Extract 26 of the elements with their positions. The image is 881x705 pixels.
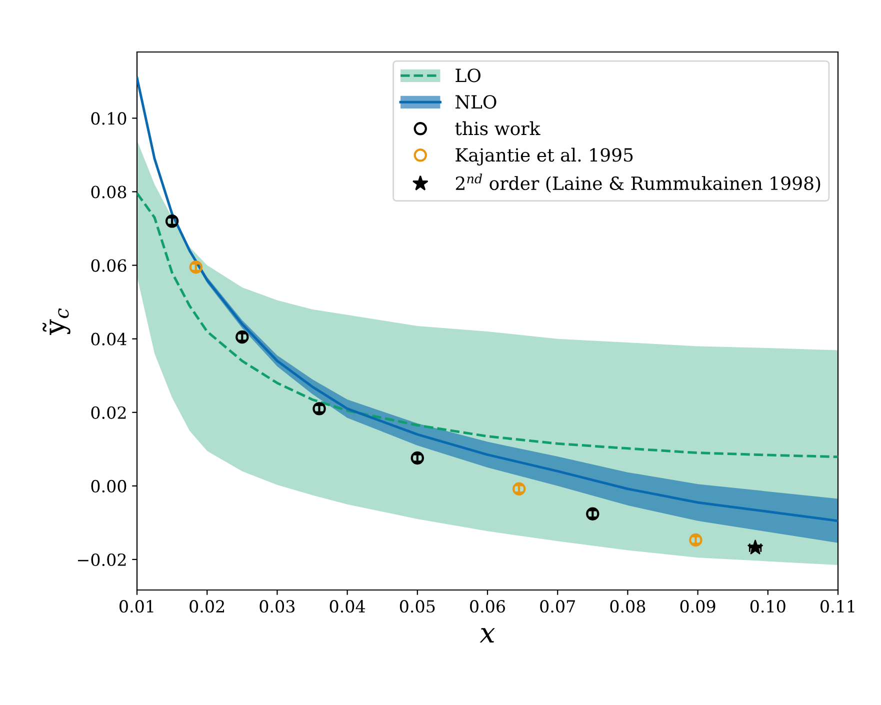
x-tick-label: 0.06	[470, 600, 506, 613]
y-tick-label: 0.00	[91, 480, 126, 492]
x-tick-label: 0.08	[610, 600, 646, 613]
legend-label: NLO	[456, 95, 496, 109]
line-series	[137, 192, 838, 458]
y-tick-label: 0.06	[91, 259, 126, 272]
x-tick-label: 0.01	[120, 600, 154, 613]
legend-label: this work	[455, 121, 540, 136]
y-tick-label: −0.02	[78, 553, 126, 566]
x-tick-label: 0.04	[330, 600, 366, 613]
legend-label: Kajantie et al. 1995	[456, 148, 633, 166]
y-tick-label: 0.08	[91, 186, 126, 198]
y-tick-label: 0.02	[91, 406, 126, 419]
x-tick-label: 0.05	[400, 600, 435, 613]
x-tick-label: 0.02	[190, 600, 224, 613]
legend-label: LO	[456, 68, 480, 82]
x-tick-label: 0.09	[680, 600, 716, 613]
y-tick-label: 0.10	[91, 112, 126, 125]
x-tick-label: 0.07	[540, 600, 575, 613]
x-tick-label: 0.11	[820, 600, 854, 613]
legend-label: 2$^{nd}$ order (Laine & Rummukainen 1998)	[456, 174, 820, 193]
x-axis-title: x	[480, 628, 495, 643]
y-tick-label: 0.04	[91, 332, 126, 346]
y-axis-title: ỹ$_{c}$	[42, 308, 70, 335]
x-tick-label: 0.03	[260, 600, 295, 613]
x-tick-label: 0.10	[750, 600, 786, 613]
